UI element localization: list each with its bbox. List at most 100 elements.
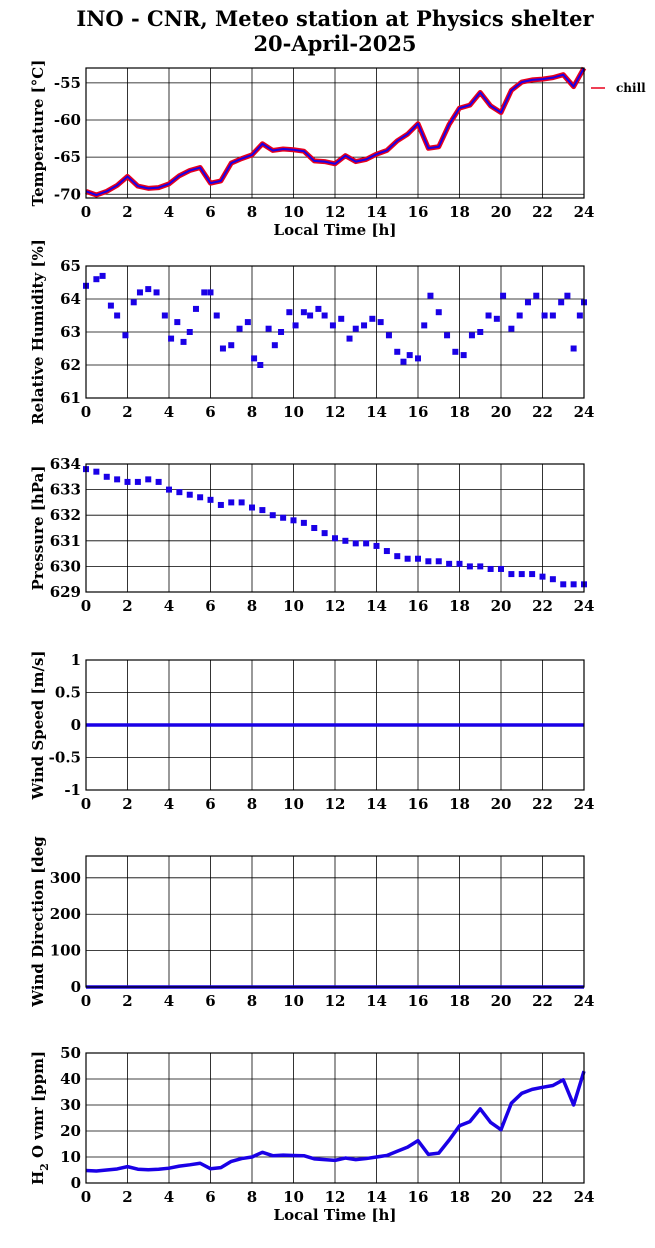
data-point [207, 289, 214, 296]
y-tick-label: -70 [54, 185, 81, 203]
x-axis-label: Local Time [h] [274, 221, 397, 239]
data-point [485, 312, 492, 319]
data-point [114, 476, 121, 483]
data-point [377, 319, 384, 326]
x-tick-label: 10 [283, 992, 304, 1010]
x-tick-label: 18 [449, 403, 470, 421]
data-point [549, 576, 556, 583]
x-tick-label: 4 [164, 795, 174, 813]
x-tick-label: 6 [205, 992, 215, 1010]
x-tick-label: 6 [205, 597, 215, 615]
y-tick-label: 50 [60, 1044, 81, 1062]
data-point [197, 494, 204, 501]
x-tick-label: 8 [247, 795, 257, 813]
data-point [427, 292, 434, 299]
data-point [249, 504, 255, 511]
data-point [415, 355, 421, 362]
data-point [290, 517, 297, 524]
data-point [533, 292, 540, 299]
data-point [321, 530, 328, 537]
y-tick-label: 30 [60, 1096, 81, 1114]
x-tick-label: 16 [408, 203, 429, 221]
data-point [271, 342, 278, 349]
data-point [180, 338, 187, 345]
x-tick-label: 10 [283, 203, 304, 221]
y-tick-label: -55 [54, 74, 81, 92]
data-point [122, 332, 129, 339]
x-tick-label: 6 [205, 403, 215, 421]
x-tick-label: 24 [574, 597, 595, 615]
data-point [421, 322, 428, 329]
y-tick-label: 200 [50, 905, 81, 923]
x-tick-label: 4 [164, 203, 174, 221]
x-tick-label: 24 [574, 992, 595, 1010]
data-point [558, 299, 565, 306]
x-tick-label: 2 [122, 597, 132, 615]
data-point [477, 563, 484, 570]
data-point [300, 309, 307, 316]
data-point [259, 507, 266, 514]
x-tick-label: 20 [491, 795, 512, 813]
x-tick-label: 24 [574, 403, 595, 421]
data-point [435, 558, 442, 565]
plot-frame [85, 1052, 585, 1184]
x-tick-label: 10 [283, 403, 304, 421]
data-point [244, 319, 251, 326]
x-tick-label: 16 [408, 1188, 429, 1206]
x-tick-label: 20 [491, 597, 512, 615]
y-tick-label: 20 [60, 1122, 81, 1140]
x-tick-label: 4 [164, 1188, 174, 1206]
y-tick-label: 61 [60, 389, 81, 407]
data-point [300, 519, 307, 526]
x-tick-label: 20 [491, 203, 512, 221]
x-tick-label: 24 [574, 795, 595, 813]
data-point [103, 473, 110, 480]
data-point [435, 309, 442, 316]
data-point [369, 315, 376, 322]
data-point [99, 272, 106, 279]
data-point [136, 289, 143, 296]
data-point [192, 305, 199, 312]
data-point [508, 571, 515, 578]
data-point [186, 491, 193, 498]
x-tick-label: 6 [205, 203, 215, 221]
data-point [363, 540, 370, 547]
data-point [500, 292, 507, 299]
x-tick-label: 8 [247, 203, 257, 221]
x-tick-label: 16 [408, 597, 429, 615]
x-tick-label: 14 [366, 795, 387, 813]
x-tick-label: 10 [283, 597, 304, 615]
x-tick-label: 2 [122, 203, 132, 221]
x-tick-label: 0 [81, 992, 91, 1010]
data-point [468, 332, 475, 339]
x-tick-label: 24 [574, 203, 595, 221]
legend-label: chill [616, 81, 646, 95]
data-point [315, 305, 322, 312]
data-point [570, 581, 577, 588]
plot-frame [85, 463, 585, 593]
y-tick-label: 632 [50, 506, 81, 524]
x-tick-label: 0 [81, 203, 91, 221]
data-point [329, 322, 336, 329]
y-tick-label: 40 [60, 1070, 81, 1088]
x-tick-label: 4 [164, 403, 174, 421]
data-point [452, 348, 459, 355]
x-tick-label: 2 [122, 1188, 132, 1206]
x-tick-label: 8 [247, 1188, 257, 1206]
series-line [85, 1070, 586, 1173]
y-axis-label: Wind Direction [deg [29, 836, 47, 1008]
data-point [153, 289, 160, 296]
figure-title: INO - CNR, Meteo station at Physics shel… [76, 6, 594, 31]
data-point [124, 478, 131, 485]
x-tick-label: 12 [325, 795, 346, 813]
data-point [130, 299, 137, 306]
data-point [238, 499, 245, 506]
x-tick-label: 16 [408, 795, 429, 813]
y-tick-label: 100 [50, 942, 81, 960]
data-point [477, 329, 484, 335]
x-tick-label: 22 [532, 597, 553, 615]
data-point [286, 309, 293, 316]
y-tick-label: -60 [54, 111, 81, 129]
